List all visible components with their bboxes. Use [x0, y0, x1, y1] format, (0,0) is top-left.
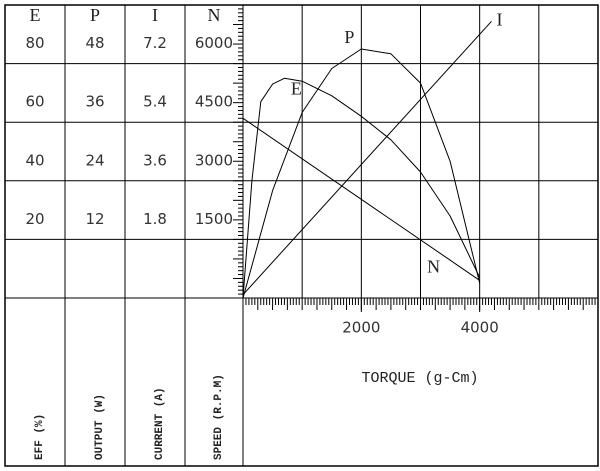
axis-name: P — [90, 5, 100, 25]
y-tick-label: 5.4 — [143, 93, 167, 111]
x-tick-label: 2000 — [342, 319, 380, 337]
axis-name: E — [30, 5, 41, 25]
y-tick-label: 3000 — [195, 151, 233, 169]
axis-title: OUTPUT (W) — [94, 394, 106, 460]
curve-label: I — [497, 9, 503, 29]
curve — [242, 77, 481, 299]
y-tick-label: 60 — [25, 93, 44, 111]
x-axis-title: TORQUE (g-Cm) — [361, 370, 478, 387]
axis-name: N — [208, 5, 221, 25]
y-tick-label: 1.8 — [143, 210, 167, 228]
curve-label: P — [344, 27, 354, 47]
curve — [242, 117, 480, 281]
curve-label: E — [291, 78, 302, 98]
y-tick-label: 7.2 — [143, 34, 167, 52]
y-tick-label: 12 — [85, 210, 104, 228]
frame — [4, 4, 599, 467]
axis-title: SPEED (R.P.M) — [213, 374, 225, 460]
axis-title: CURRENT (A) — [154, 387, 166, 460]
y-tick-label: 48 — [85, 34, 104, 52]
y-tick-label: 80 — [25, 34, 44, 52]
x-tick-label: 4000 — [461, 319, 499, 337]
y-tick-label: 36 — [85, 93, 104, 111]
curve — [242, 48, 481, 299]
y-tick-label: 3.6 — [143, 151, 167, 169]
y-tick-label: 24 — [85, 151, 104, 169]
y-tick-label: 20 — [25, 210, 44, 228]
curve-label: N — [427, 257, 440, 277]
y-tick-label: 1500 — [195, 210, 233, 228]
axis-name: I — [152, 5, 158, 25]
axis-title: EFF (%) — [34, 414, 46, 460]
curve — [242, 20, 492, 296]
y-tick-label: 40 — [25, 151, 44, 169]
y-tick-label: 4500 — [195, 93, 233, 111]
y-tick-label: 6000 — [195, 34, 233, 52]
